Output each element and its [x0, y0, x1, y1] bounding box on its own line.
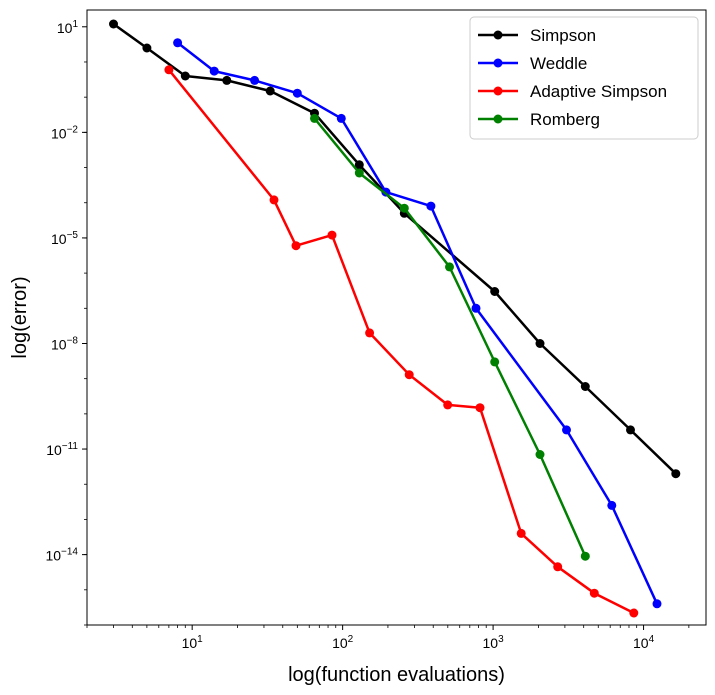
y-tick-label: 10−5 [51, 230, 78, 247]
legend-label-adaptive-simpson: Adaptive Simpson [530, 82, 667, 101]
series-layer [109, 19, 681, 618]
data-point-adaptive-simpson [404, 370, 414, 380]
data-point-weddle [209, 66, 219, 76]
data-point-weddle [292, 88, 302, 98]
data-point-simpson [354, 160, 364, 170]
y-tick-label: 10−11 [46, 441, 78, 458]
x-tick-label: 101 [182, 634, 204, 651]
data-point-simpson [626, 425, 635, 435]
y-tick-label: 10−2 [51, 124, 78, 141]
x-tick-label: 103 [483, 634, 505, 651]
data-point-adaptive-simpson [443, 400, 453, 410]
y-tick-label: 10−14 [45, 547, 78, 564]
data-point-adaptive-simpson [291, 241, 301, 251]
data-point-simpson [490, 287, 500, 296]
data-point-simpson [580, 382, 590, 391]
y-tick-label: 10−8 [51, 335, 78, 352]
data-point-romberg [445, 262, 454, 272]
data-point-adaptive-simpson [269, 195, 279, 205]
data-point-simpson [265, 86, 275, 96]
legend-marker-weddle [493, 58, 503, 68]
series-line-adaptive-simpson [167, 69, 635, 615]
y-axis-ticks: 101 10−2 10−5 10−8 10−11 10−14 [45, 19, 87, 626]
legend-label-simpson: Simpson [530, 26, 596, 45]
data-point-simpson [535, 339, 545, 348]
data-point-romberg [354, 168, 364, 178]
data-point-simpson [180, 71, 190, 81]
data-point-weddle [336, 113, 346, 123]
data-point-weddle [173, 38, 183, 48]
legend-box [469, 16, 699, 140]
series-weddle [173, 38, 662, 609]
series-adaptive-simpson [164, 65, 639, 618]
y-tick-label: 101 [57, 19, 79, 36]
data-point-adaptive-simpson [629, 608, 639, 618]
series-romberg [310, 113, 590, 561]
data-point-weddle [471, 303, 481, 313]
data-point-romberg [490, 357, 500, 367]
data-point-simpson [142, 43, 152, 53]
x-axis-label: log(function evaluations) [288, 664, 505, 686]
data-point-adaptive-simpson [164, 65, 174, 75]
x-tick-label: 104 [633, 634, 655, 651]
data-point-romberg [580, 551, 590, 561]
legend-marker-adaptive-simpson [493, 86, 503, 96]
data-point-romberg [535, 450, 545, 459]
data-point-weddle [562, 425, 571, 435]
data-point-adaptive-simpson [516, 528, 526, 538]
x-axis-ticks: 101 102 103 104 [86, 625, 690, 651]
data-point-adaptive-simpson [327, 230, 337, 240]
data-point-weddle [607, 500, 617, 510]
data-point-simpson [222, 75, 232, 85]
data-point-weddle [426, 201, 436, 211]
y-axis-label: log(error) [9, 276, 31, 358]
data-point-adaptive-simpson [475, 403, 485, 413]
legend-marker-simpson [493, 30, 503, 40]
data-point-weddle [250, 75, 260, 85]
legend-label-romberg: Romberg [530, 110, 600, 129]
data-point-adaptive-simpson [365, 328, 375, 338]
data-point-adaptive-simpson [553, 562, 563, 572]
data-point-simpson [109, 19, 118, 29]
data-point-simpson [671, 469, 681, 479]
data-point-romberg [399, 203, 409, 213]
legend-marker-romberg [493, 114, 503, 124]
legend-label-weddle: Weddle [530, 54, 587, 73]
data-point-romberg [310, 113, 319, 123]
data-point-weddle [652, 599, 662, 609]
legend: Simpson Weddle Adaptive Simpson Romberg [469, 16, 699, 140]
x-tick-label: 102 [332, 634, 354, 651]
series-simpson [109, 19, 681, 479]
data-point-adaptive-simpson [589, 588, 599, 598]
